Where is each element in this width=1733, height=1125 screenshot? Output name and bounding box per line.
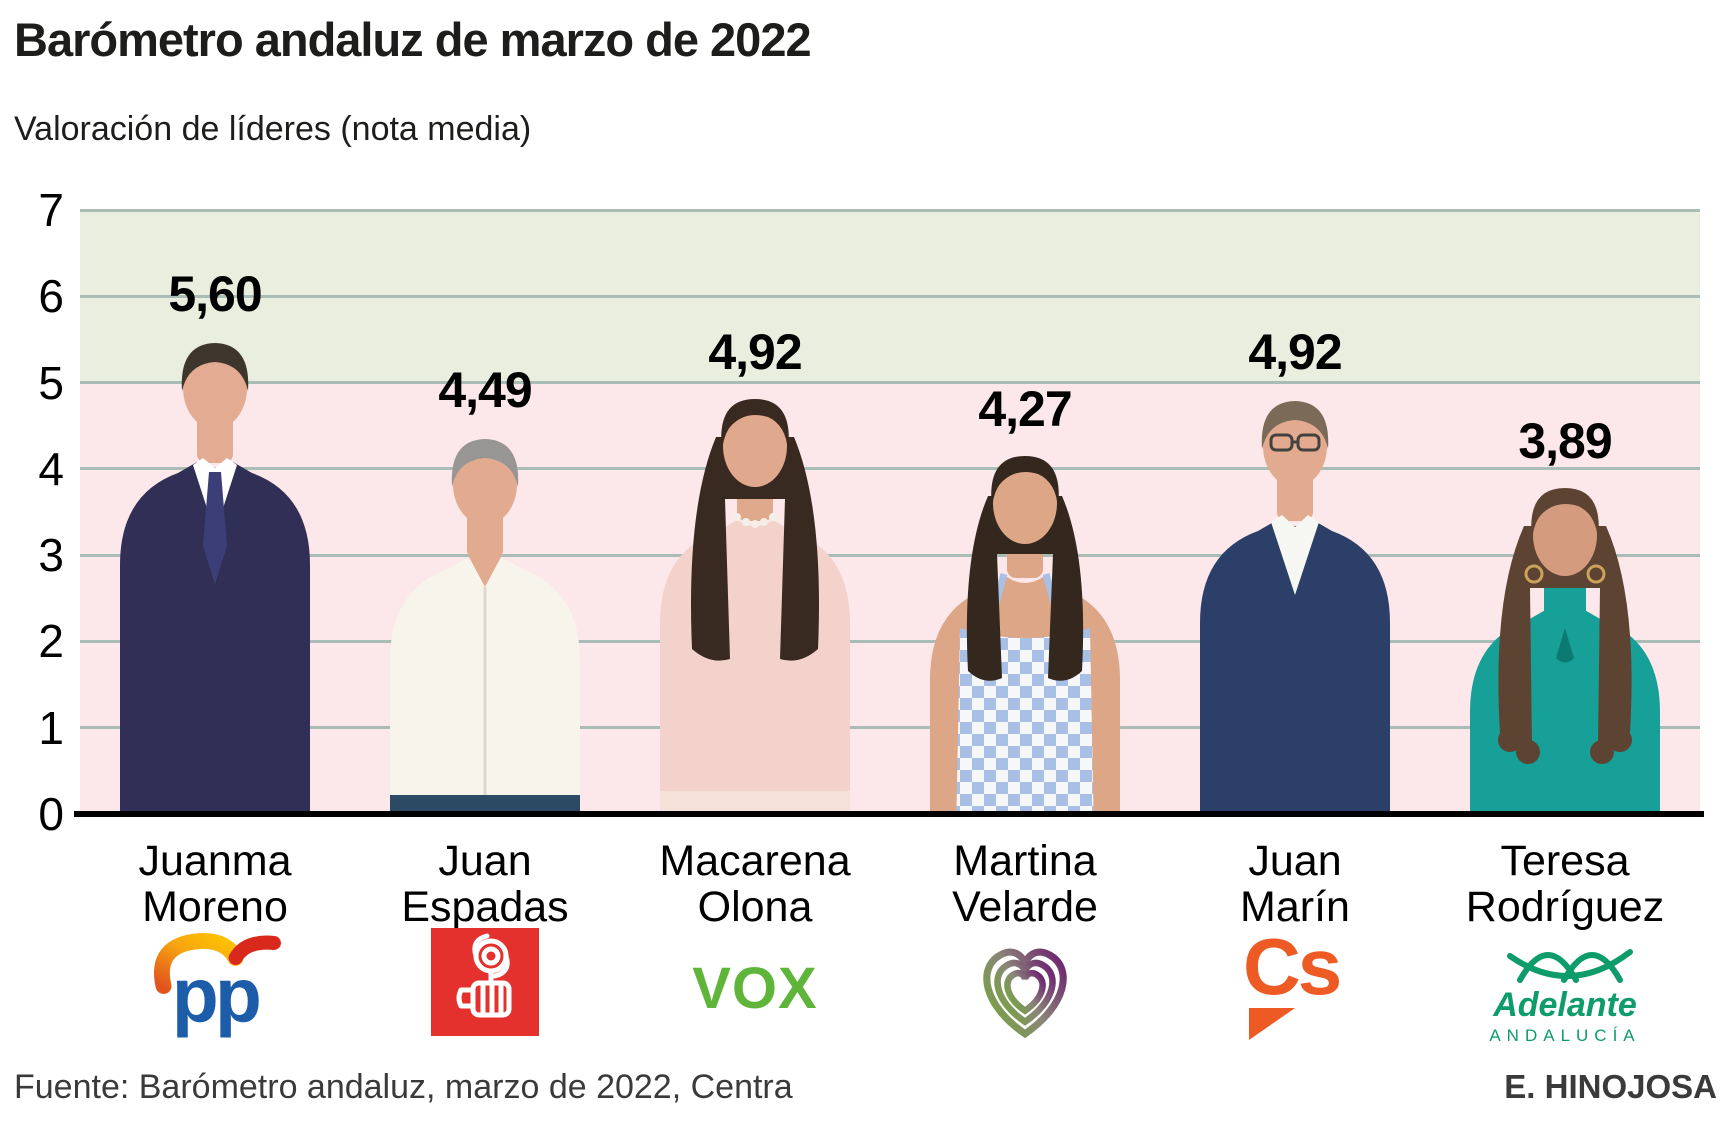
party-logo: Cs <box>1160 928 1430 1042</box>
leader-name: Juan Marín <box>1240 837 1350 931</box>
psoe-logo <box>431 928 539 1036</box>
y-tick-label: 0 <box>38 788 64 840</box>
leader-name: Teresa Rodríguez <box>1465 837 1665 931</box>
value-label: 4,92 <box>1248 324 1342 380</box>
bar-column: 4,92 <box>620 210 890 814</box>
person-photo <box>930 456 1120 814</box>
page-title: Barómetro andaluz de marzo de 2022 <box>14 13 812 66</box>
gridline <box>80 208 1700 212</box>
vox-logo: VOX <box>692 956 818 1021</box>
person-photo <box>1200 401 1390 814</box>
x-axis-baseline <box>74 811 1704 817</box>
y-tick-label: 2 <box>38 615 64 668</box>
y-tick-label: 3 <box>38 529 64 582</box>
gridline <box>80 467 1700 471</box>
value-label: 4,27 <box>978 381 1072 437</box>
chart-subtitle: Valoración de líderes (nota media) <box>14 110 532 148</box>
ciudadanos-logo: Cs <box>1243 928 1343 1040</box>
chart-plot-area: 5,60 4,49 4,92 4,27 4,92 3,89 <box>74 208 1704 817</box>
party-logo <box>890 928 1160 1048</box>
gridline <box>80 381 1700 385</box>
person-photo <box>390 439 580 814</box>
category-labels-row: Juanma Moreno pp Juan Espadas Macarena Olon… <box>80 814 1700 1094</box>
author-credit: E. HINOJOSA <box>1504 1068 1717 1105</box>
svg-text:pp: pp <box>172 954 259 1039</box>
party-logo <box>350 928 620 1036</box>
party-logo: Adelante ANDALUCÍA <box>1430 928 1700 1046</box>
bar-column: 4,27 <box>890 210 1160 814</box>
podemos-heart-logo <box>983 948 1067 1039</box>
y-tick-label: 1 <box>38 701 64 754</box>
leader-name: Juanma Moreno <box>138 837 292 931</box>
value-label: 4,92 <box>708 324 802 380</box>
band-below-split <box>80 382 1700 814</box>
party-logo: pp <box>80 928 350 1044</box>
gridline <box>80 726 1700 730</box>
svg-text:VOX: VOX <box>692 956 818 1021</box>
bar-column: 4,92 <box>1160 210 1430 814</box>
value-label: 3,89 <box>1518 413 1612 469</box>
leader-name: Martina Velarde <box>952 837 1098 931</box>
gridline <box>80 553 1700 557</box>
svg-text:ANDALUCÍA: ANDALUCÍA <box>1489 1026 1640 1045</box>
party-logo: VOX <box>620 928 890 1024</box>
source-note: Fuente: Barómetro andaluz, marzo de 2022… <box>14 1068 793 1106</box>
person-photo <box>120 343 310 814</box>
bar-column: 4,49 <box>350 210 620 814</box>
leader-name: Juan Espadas <box>401 837 569 931</box>
y-tick-label: 5 <box>38 356 64 409</box>
pp-logo: pp <box>154 933 281 1039</box>
person-photo <box>1470 488 1660 814</box>
svg-text:Adelante: Adelante <box>1492 986 1637 1024</box>
person-photo <box>660 399 850 814</box>
value-label: 4,49 <box>438 362 532 418</box>
y-tick-label: 6 <box>38 270 64 323</box>
value-label: 5,60 <box>168 266 262 322</box>
gridline <box>80 294 1700 298</box>
bar-column: 3,89 <box>1430 210 1700 814</box>
bar-column: 5,60 <box>80 210 350 814</box>
y-tick-label: 4 <box>38 442 64 495</box>
y-tick-label: 7 <box>38 184 64 236</box>
adelante-andalucia-logo: Adelante ANDALUCÍA <box>1489 949 1640 1045</box>
leader-name: Macarena Olona <box>659 837 851 931</box>
svg-text:Cs: Cs <box>1243 928 1340 1011</box>
gridline <box>80 639 1700 643</box>
